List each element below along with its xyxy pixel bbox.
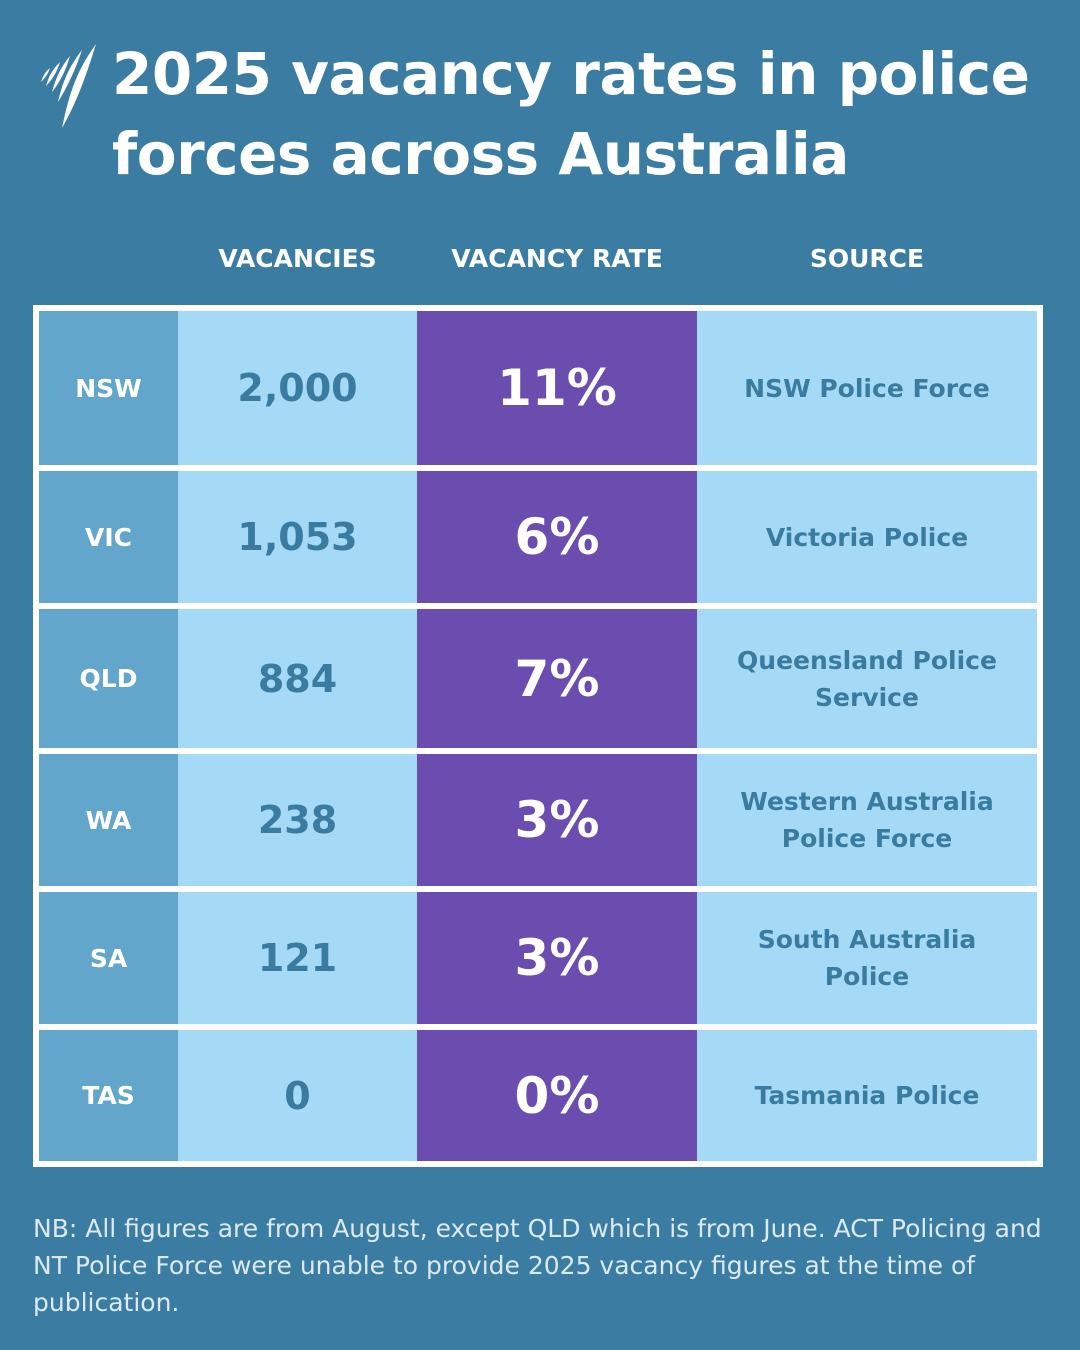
source-cell: Western Australia Police Force [697, 754, 1037, 886]
state-cell: TAS [39, 1030, 178, 1161]
table-row: WA 238 3% Western Australia Police Force [39, 754, 1037, 886]
state-cell: SA [39, 892, 178, 1024]
header-vacancies: VACANCIES [218, 244, 377, 273]
source-cell: Queensland Police Service [697, 609, 1037, 748]
vacancies-cell: 884 [178, 609, 417, 748]
vacancies-cell: 1,053 [178, 471, 417, 603]
rate-cell: 3% [417, 754, 697, 886]
page-title: 2025 vacancy rates in police forces acro… [112, 40, 1030, 188]
footnote: NB: All figures are from August, except … [33, 1214, 1042, 1317]
vacancies-cell: 121 [178, 892, 417, 1024]
table-row: SA 121 3% South Australia Police [39, 892, 1037, 1024]
table-row: QLD 884 7% Queensland Police Service [39, 609, 1037, 748]
sbs-logo-icon [41, 44, 96, 128]
rate-cell: 11% [417, 311, 697, 465]
table-row: NSW 2,000 11% NSW Police Force [39, 311, 1037, 465]
rate-cell: 0% [417, 1030, 697, 1161]
vacancy-table: NSW 2,000 11% NSW Police Force VIC 1,053… [33, 305, 1043, 1167]
source-cell: Tasmania Police [697, 1030, 1037, 1161]
table-row: VIC 1,053 6% Victoria Police [39, 471, 1037, 603]
rate-cell: 7% [417, 609, 697, 748]
state-cell: WA [39, 754, 178, 886]
state-cell: NSW [39, 311, 178, 465]
rate-cell: 3% [417, 892, 697, 1024]
vacancies-cell: 238 [178, 754, 417, 886]
source-cell: Victoria Police [697, 471, 1037, 603]
source-cell: NSW Police Force [697, 311, 1037, 465]
state-cell: VIC [39, 471, 178, 603]
header-source: SOURCE [809, 244, 925, 273]
vacancies-cell: 2,000 [178, 311, 417, 465]
rate-cell: 6% [417, 471, 697, 603]
table-row: TAS 0 0% Tasmania Police [39, 1030, 1037, 1161]
vacancies-cell: 0 [178, 1030, 417, 1161]
state-cell: QLD [39, 609, 178, 748]
header-vacancy-rate: VACANCY RATE [451, 244, 663, 273]
source-cell: South Australia Police [697, 892, 1037, 1024]
